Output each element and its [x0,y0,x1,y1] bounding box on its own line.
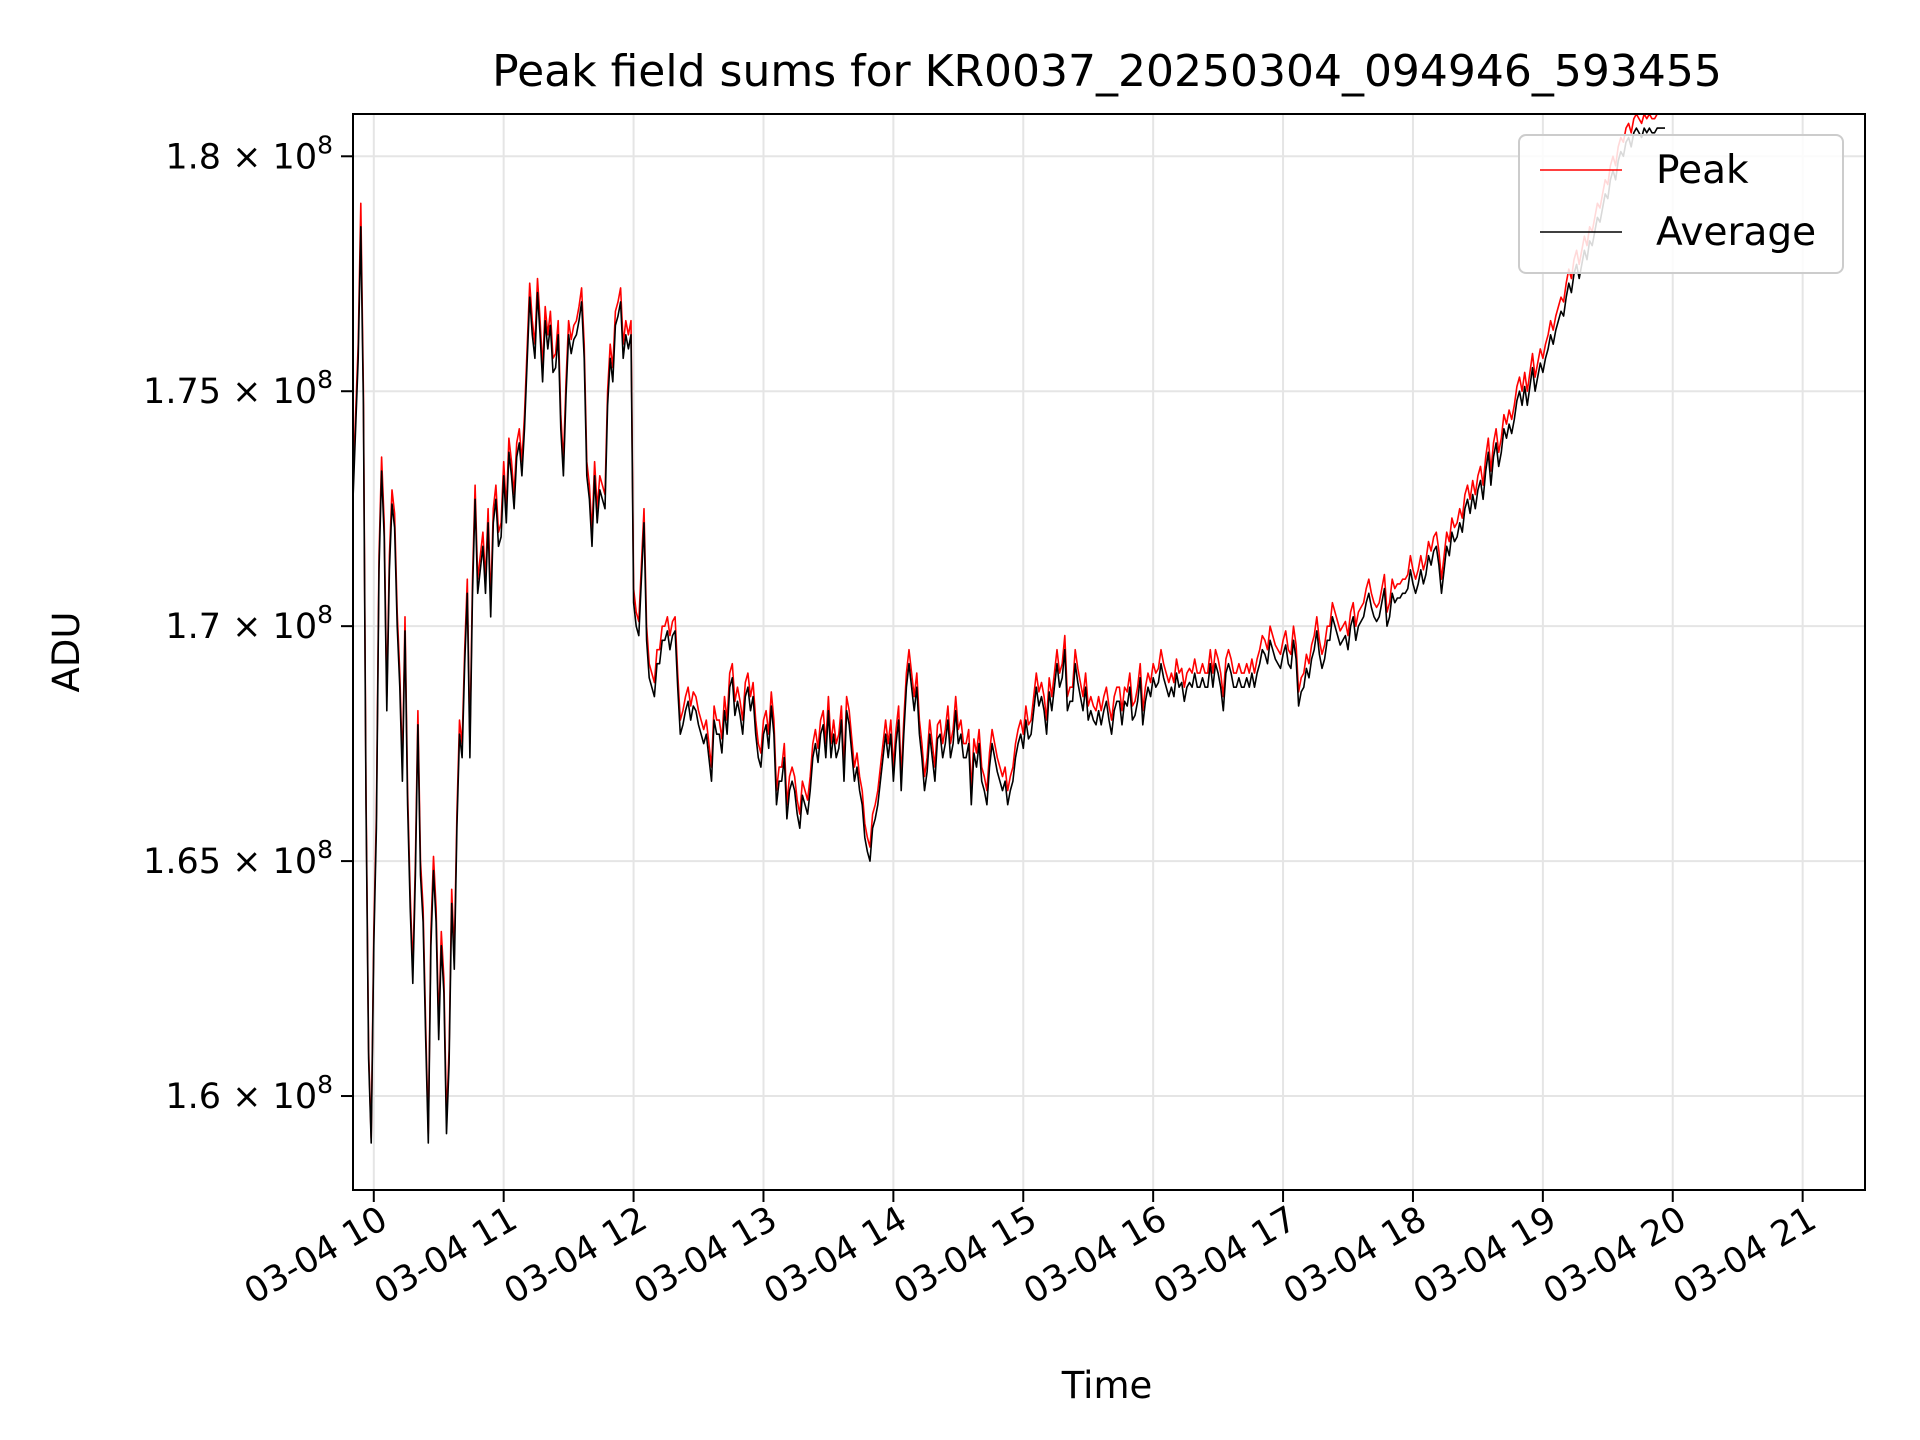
series-line-peak [352,113,1665,1140]
chart-title: Peak field sums for KR0037_20250304_0949… [492,46,1722,97]
legend-label-peak: Peak [1656,148,1749,193]
y-tick-label: 1.6 × 108 [165,1070,333,1117]
y-tick-label: 1.8 × 108 [165,130,333,177]
plot-area [353,114,1865,1190]
legend-label-average: Average [1656,210,1816,255]
legend: Peak Average [1518,134,1844,274]
grid [353,114,1865,1190]
x-axis-label: Time [1061,1364,1153,1407]
y-axis-label: ADU [45,612,88,693]
y-tick-label: 1.7 × 108 [165,600,333,647]
y-tick-label: 1.75 × 108 [143,365,333,412]
y-axis-ticks: 1.6 × 108 1.65 × 108 1.7 × 108 1.75 × 108 1.… [143,130,353,1117]
plot-frame [352,113,1866,1191]
series-lines [352,113,1665,1144]
series-line-average [352,127,1665,1144]
y-tick-label: 1.65 × 108 [143,835,333,882]
